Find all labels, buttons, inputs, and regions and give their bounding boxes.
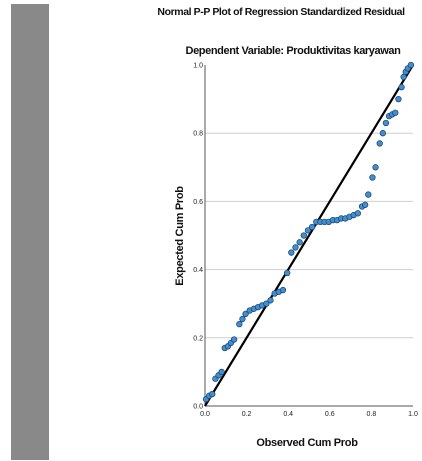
x-tick-label: 0.4	[283, 411, 293, 418]
data-point	[365, 191, 372, 198]
data-point	[398, 84, 405, 91]
data-point	[304, 227, 312, 234]
left-gutter-bar	[11, 4, 49, 460]
data-points	[202, 61, 415, 403]
data-point	[209, 390, 216, 398]
data-point	[288, 249, 295, 256]
y-tick-label: 1.0	[193, 63, 203, 70]
data-point	[236, 321, 243, 328]
data-point	[407, 61, 415, 69]
y-tick-label: 0.8	[193, 131, 203, 138]
tick-labels: 0.0 0.2 0.4 0.6 0.8 1.0 0.0 0.2 0.4 0.6 0.8 1.0	[193, 63, 418, 419]
data-point	[242, 310, 249, 318]
chart-subtitle: Dependent Variable: Produktivitas karyaw…	[186, 45, 402, 57]
data-point	[362, 201, 369, 208]
reference-diagonal-line	[204, 64, 414, 407]
data-point	[300, 232, 307, 239]
data-point	[382, 119, 390, 127]
x-tick-label: 0.2	[242, 411, 252, 418]
y-tick-label: 0.4	[193, 267, 203, 274]
data-point	[369, 174, 376, 181]
data-point	[263, 300, 270, 307]
data-point	[379, 130, 386, 137]
data-point	[400, 73, 407, 81]
grid-lines	[205, 132, 413, 339]
y-tick-label: 0.2	[193, 335, 203, 342]
data-point	[395, 95, 402, 103]
data-point	[284, 269, 291, 277]
x-tick-label: 0.8	[367, 411, 377, 418]
x-tick-label: 0.0	[200, 411, 210, 418]
plot-axes	[204, 65, 413, 407]
x-axis-label: Observed Cum Prob	[256, 437, 358, 449]
y-tick-label: 0.0	[193, 404, 203, 411]
data-point	[292, 244, 299, 251]
x-tick-label: 0.6	[325, 411, 335, 418]
data-point	[308, 223, 316, 231]
data-point	[230, 336, 238, 343]
y-axis-label: Expected Cum Prob	[174, 186, 186, 286]
chart-title: Normal P-P Plot of Regression Standardiz…	[157, 6, 405, 18]
data-point	[279, 286, 287, 294]
x-tick-label: 1.0	[408, 411, 418, 418]
data-point	[239, 315, 246, 323]
data-point	[218, 368, 225, 376]
data-point	[296, 239, 303, 246]
y-tick-label: 0.6	[193, 199, 203, 206]
data-point	[372, 164, 379, 171]
data-point	[267, 297, 274, 304]
data-point	[354, 210, 362, 217]
data-point	[392, 109, 399, 116]
reference-line-layer	[204, 64, 414, 407]
data-point	[376, 140, 383, 147]
